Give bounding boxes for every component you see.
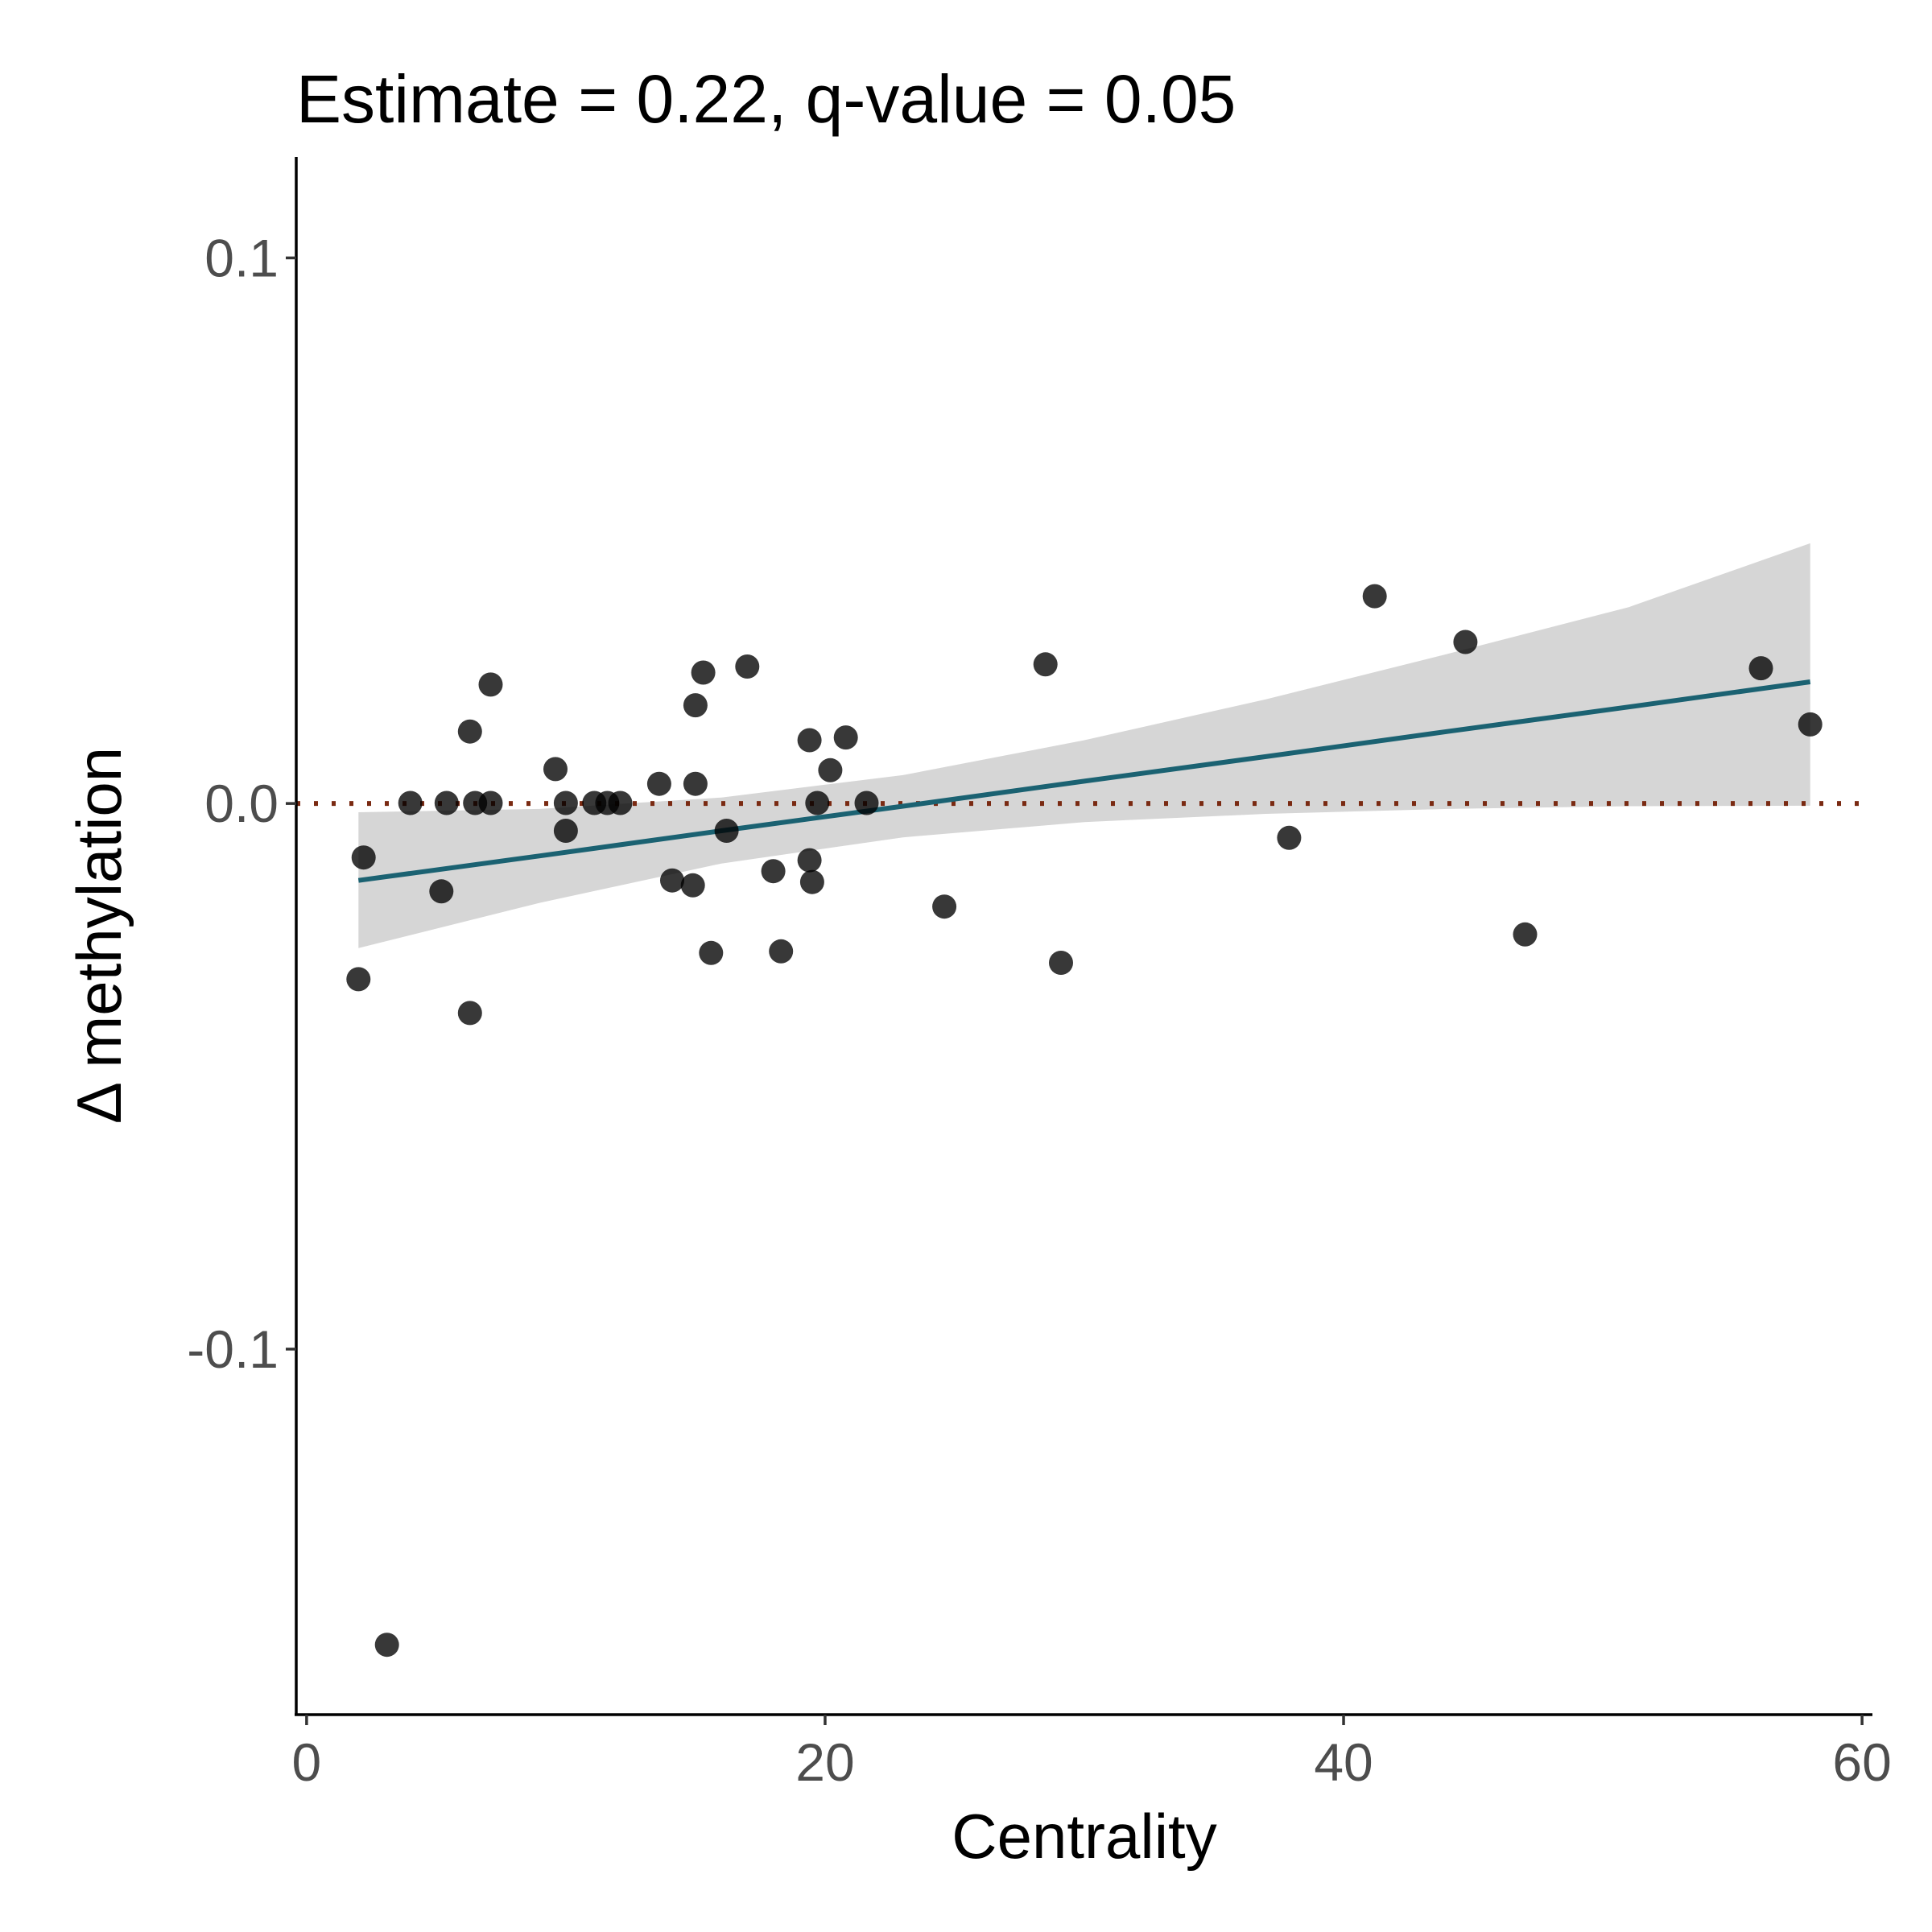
data-point bbox=[1049, 951, 1073, 975]
y-tick-label: 0.0 bbox=[204, 774, 279, 833]
data-point bbox=[1033, 652, 1058, 677]
data-point bbox=[434, 791, 459, 815]
data-point bbox=[660, 868, 684, 893]
data-point bbox=[683, 771, 708, 796]
data-point bbox=[833, 725, 858, 750]
x-tick-label: 40 bbox=[1314, 1732, 1373, 1792]
data-point bbox=[608, 791, 633, 815]
x-axis-title: Centrality bbox=[952, 1801, 1216, 1872]
data-point bbox=[457, 1001, 482, 1026]
data-point bbox=[769, 939, 794, 964]
data-point bbox=[797, 728, 822, 753]
data-point bbox=[1513, 922, 1538, 947]
data-point bbox=[1798, 712, 1823, 737]
y-axis-title: Δ methylation bbox=[64, 747, 134, 1124]
data-point bbox=[714, 819, 739, 843]
data-point bbox=[683, 693, 708, 718]
data-point bbox=[553, 819, 578, 843]
data-point bbox=[805, 791, 830, 815]
data-point bbox=[346, 967, 371, 992]
data-point bbox=[735, 654, 760, 679]
fit-line-layer bbox=[357, 679, 1811, 883]
x-tick-label: 20 bbox=[795, 1732, 854, 1792]
x-axis-ticks: 0 20 40 60 bbox=[292, 1715, 1892, 1792]
data-point bbox=[699, 940, 724, 965]
data-point bbox=[478, 672, 503, 697]
data-point bbox=[457, 719, 482, 744]
data-point bbox=[374, 1633, 399, 1657]
x-tick-label: 60 bbox=[1832, 1732, 1891, 1792]
confidence-band-layer bbox=[358, 543, 1810, 948]
data-points-layer bbox=[346, 584, 1823, 1657]
data-point bbox=[478, 791, 503, 815]
data-point bbox=[761, 859, 786, 884]
x-tick-label: 0 bbox=[292, 1732, 322, 1792]
data-point bbox=[1362, 584, 1387, 609]
confidence-band bbox=[358, 543, 1810, 948]
fit-line bbox=[357, 679, 1811, 883]
data-point bbox=[646, 771, 671, 796]
chart-title: Estimate = 0.22, q-value = 0.05 bbox=[296, 61, 1236, 137]
data-point bbox=[543, 757, 568, 782]
data-point bbox=[799, 869, 824, 894]
data-point bbox=[854, 791, 879, 815]
data-point bbox=[429, 879, 454, 904]
data-point bbox=[691, 660, 716, 685]
data-point bbox=[351, 845, 376, 870]
data-point bbox=[1453, 630, 1478, 654]
y-tick-label: 0.1 bbox=[204, 228, 279, 287]
y-axis-ticks: 0.1 0.0 -0.1 bbox=[187, 228, 296, 1379]
data-point bbox=[1748, 656, 1773, 681]
data-point bbox=[398, 791, 423, 815]
y-tick-label: -0.1 bbox=[187, 1319, 279, 1379]
data-point bbox=[797, 848, 822, 873]
data-point bbox=[1277, 825, 1302, 850]
data-point bbox=[932, 894, 957, 919]
data-point bbox=[553, 791, 578, 815]
data-point bbox=[680, 873, 705, 898]
data-point bbox=[818, 758, 843, 782]
